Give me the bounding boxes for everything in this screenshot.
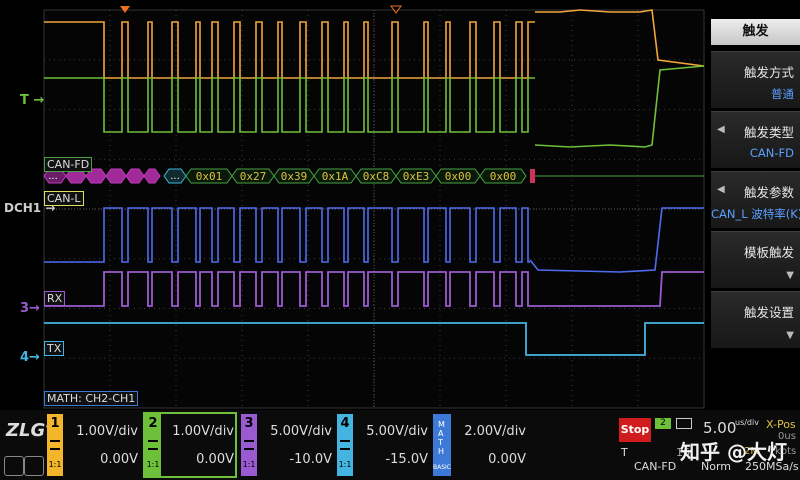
trigger-position-icon: [120, 6, 130, 13]
can-fd-decode-row: 0x01 0x27 0x39 0x1A 0xC8 0xE3 0x00 0x00......: [43, 168, 704, 184]
usb-icon[interactable]: [24, 456, 44, 476]
waveform-traces: [44, 9, 705, 356]
ch2-trace-tail: [534, 65, 705, 148]
math-badge[interactable]: MATH BASIC: [433, 414, 451, 476]
decode-byte-label: 0x1A: [322, 170, 349, 183]
ch4-ground-marker[interactable]: 4→: [20, 350, 40, 365]
center-position-icon: [390, 5, 402, 14]
decode-byte-label: 0xC8: [363, 170, 390, 183]
decode-crc-marker: [530, 169, 535, 183]
arrow-left-icon: ◀: [717, 184, 725, 195]
menu-item-template-trigger[interactable]: 模板触发 ▼: [711, 231, 800, 289]
decode-byte-label: 0xE3: [403, 170, 430, 183]
ch1-trace-tail: [535, 9, 705, 67]
menu-item-trigger-type[interactable]: ◀ 触发类型 CAN-FD: [711, 111, 800, 169]
zlg-logo: ZLG®: [6, 420, 53, 441]
chevron-down-icon: ▼: [786, 330, 794, 341]
ch2-badge[interactable]: 2 1:1: [145, 414, 161, 476]
ch4-badge[interactable]: 4 1:1: [337, 414, 353, 476]
decode-ellipsis: ...: [48, 171, 58, 182]
ch1-ground-marker[interactable]: DCH1 →: [4, 201, 56, 215]
chevron-down-icon: ▼: [786, 270, 794, 281]
ch1-trace: [44, 21, 535, 79]
rx-trace-tail: [536, 271, 704, 307]
ch1-badge[interactable]: 1 1:1: [47, 414, 63, 476]
math-offset[interactable]: 0.00V: [488, 452, 526, 467]
timebase-unit: us/div: [735, 418, 759, 427]
menu-item-trigger-params[interactable]: ◀ 触发参数 CAN_L 波特率(K): [711, 171, 800, 229]
ch2-selected-frame[interactable]: [143, 412, 237, 478]
decode-segment: [143, 168, 161, 184]
run-stop-status[interactable]: Stop: [619, 418, 651, 442]
memory-depth: 2M: [744, 446, 759, 457]
ch1-offset[interactable]: 0.00V: [100, 452, 138, 467]
can-l-trace-tail: [529, 207, 704, 273]
tx-label: TX: [44, 341, 65, 356]
decode-byte-label: 0x00: [445, 170, 472, 183]
trigger-type-status: CAN-FD: [634, 460, 677, 473]
decode-segment: [105, 168, 127, 184]
decode-byte-label: 0x39: [281, 170, 308, 183]
decode-byte-label: 0x00: [490, 170, 517, 183]
can-fd-label: CAN-FD: [44, 157, 93, 172]
tx-trace: [44, 322, 704, 356]
rx-label: RX: [44, 291, 66, 306]
ch4-volts-div[interactable]: 5.00V/div: [366, 424, 428, 439]
trigger-edge-icon: [676, 418, 692, 429]
ch3-offset[interactable]: -10.0V: [289, 452, 332, 467]
ch1-volts-div[interactable]: 1.00V/div: [76, 424, 138, 439]
acquire-mode: Norm: [701, 460, 732, 473]
graticule-grid: [43, 5, 705, 409]
math-label: MATH: CH2-CH1: [44, 391, 139, 406]
timebase-value[interactable]: 5.00: [703, 419, 737, 437]
memory-depth-unit: kpts: [775, 446, 797, 457]
xpos-value[interactable]: 0us: [778, 431, 796, 442]
menu-title-trigger: 触发: [711, 19, 800, 45]
ch3-ground-marker[interactable]: 3→: [20, 301, 40, 316]
arrow-left-icon: ◀: [717, 124, 725, 135]
decode-byte-box: [479, 168, 527, 184]
trigger-source-badge: 2: [655, 418, 671, 429]
ch3-badge[interactable]: 3 1:1: [241, 414, 257, 476]
can-l-trace: [44, 207, 530, 263]
menu-item-trigger-mode[interactable]: 触发方式 普通: [711, 51, 800, 109]
menu-item-trigger-settings[interactable]: 触发设置 ▼: [711, 291, 800, 349]
ch3-volts-div[interactable]: 5.00V/div: [270, 424, 332, 439]
decode-ellipsis: ...: [170, 171, 180, 182]
decode-byte-label: 0x27: [240, 170, 267, 183]
ch2-trace: [44, 77, 535, 133]
watermark-text: 知乎 @大灯: [680, 440, 787, 464]
ch2-volts-div[interactable]: 1.00V/div: [172, 424, 234, 439]
trigger-extra: 16: [676, 446, 690, 459]
ch4-offset[interactable]: -15.0V: [385, 452, 428, 467]
sample-rate: 250MSa/s: [745, 460, 799, 473]
rx-trace: [44, 271, 536, 307]
trigger-level-marker[interactable]: T →: [20, 93, 45, 108]
can-l-label: CAN-L: [44, 191, 84, 206]
math-volts-div[interactable]: 2.00V/div: [464, 424, 526, 439]
xpos-label: X-Pos: [766, 418, 796, 431]
screenshot-icon[interactable]: [4, 456, 24, 476]
trigger-letter: T: [621, 446, 628, 459]
decode-byte-label: 0x01: [196, 170, 223, 183]
ch2-offset[interactable]: 0.00V: [196, 452, 234, 467]
